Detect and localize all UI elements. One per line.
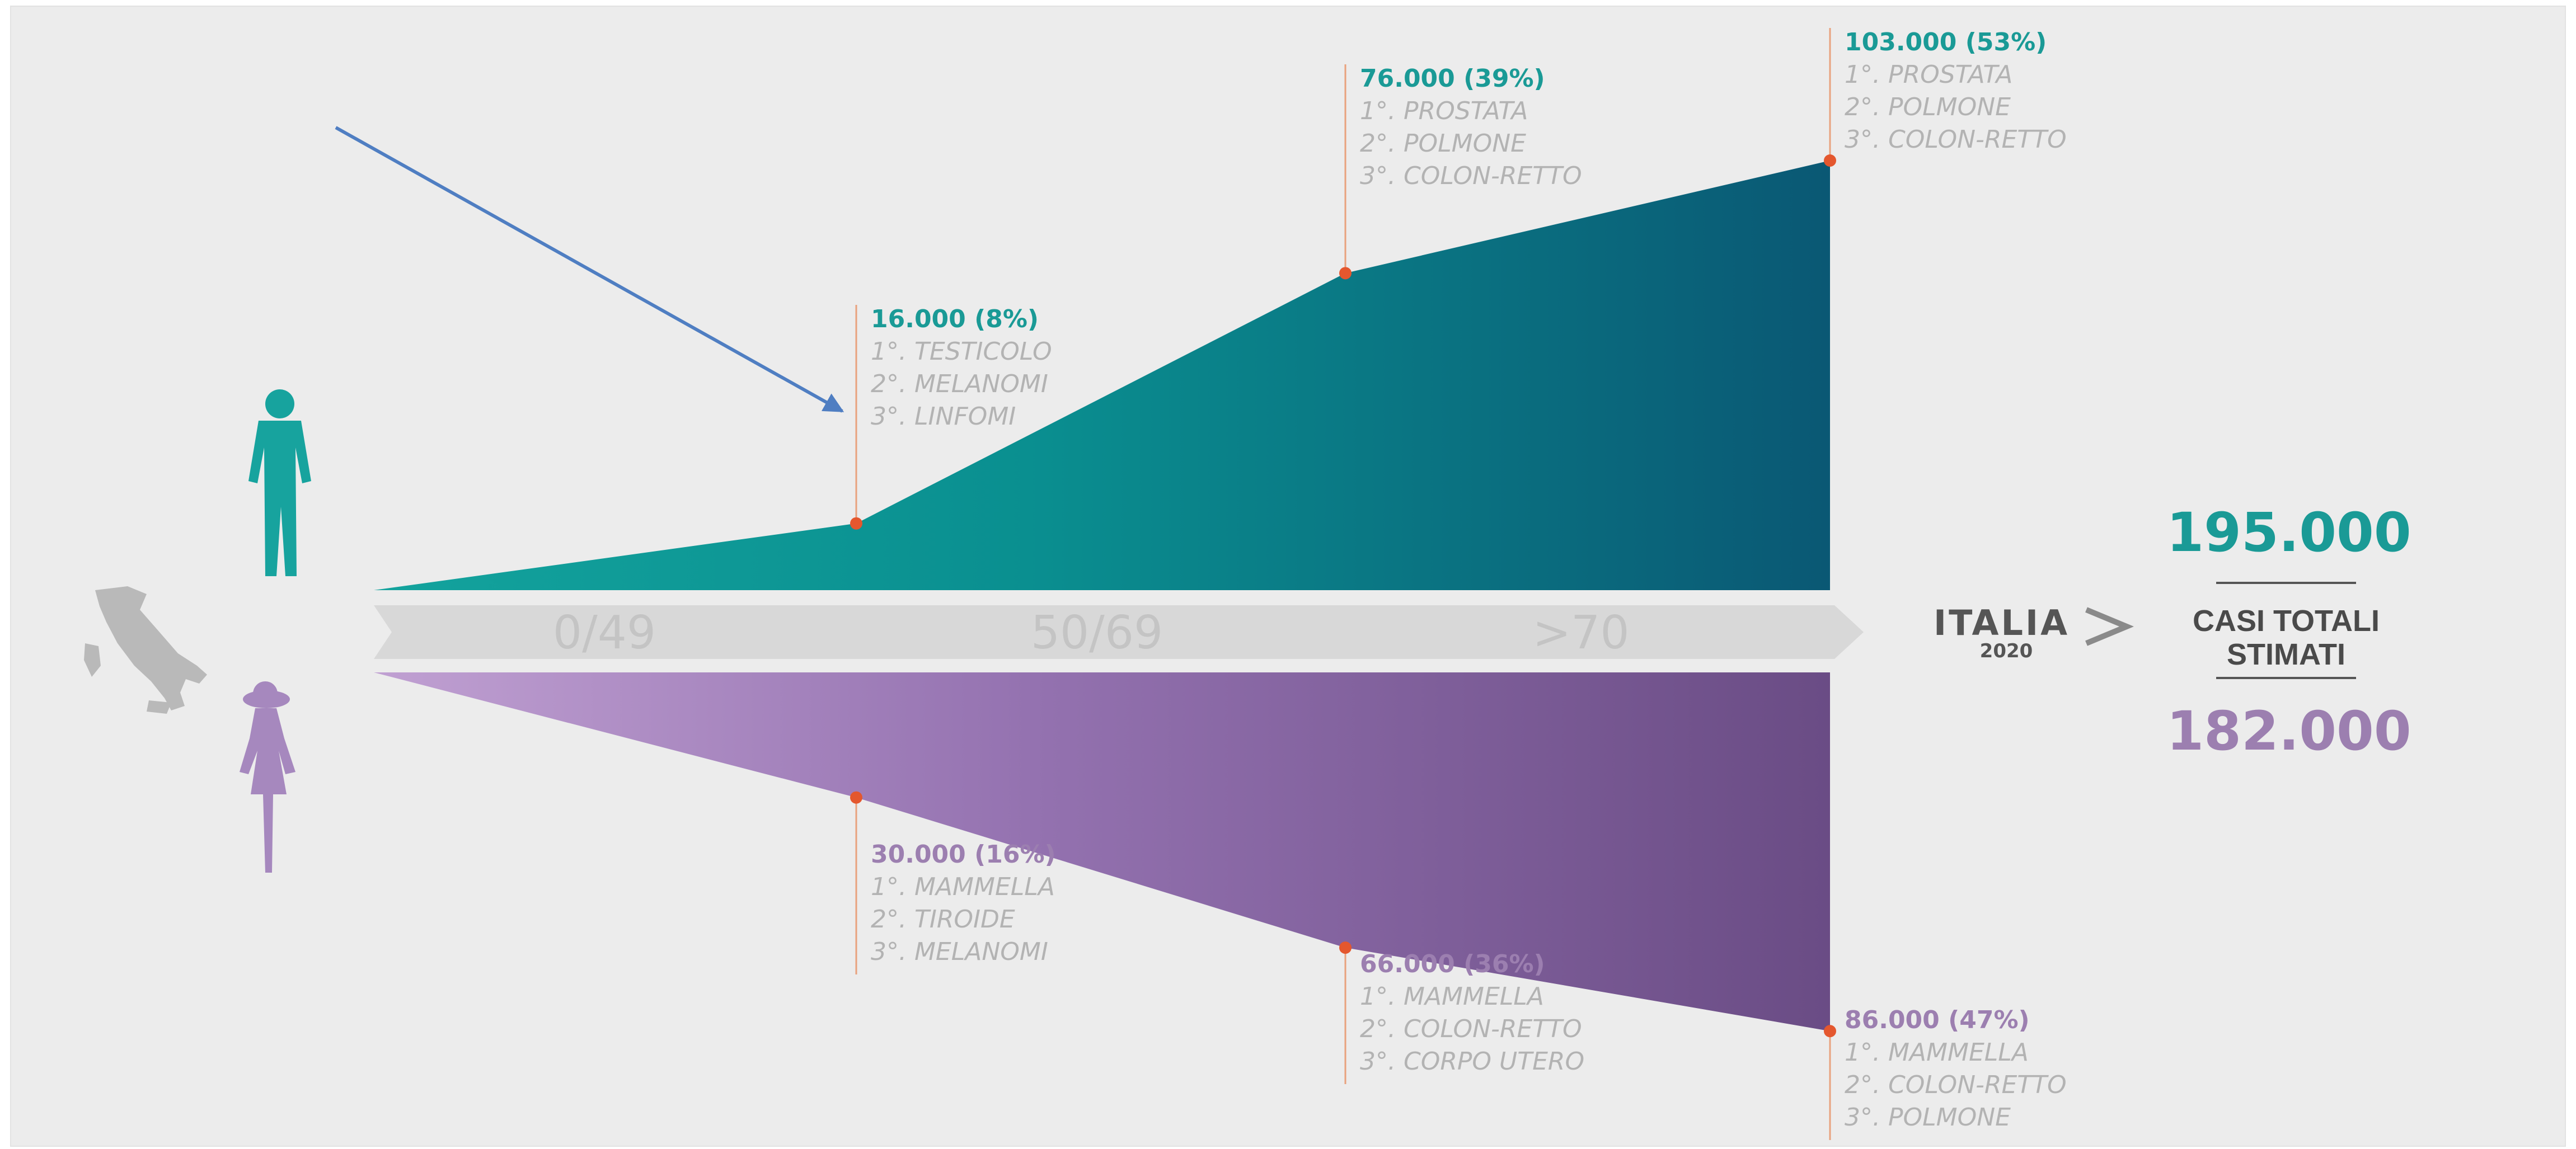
male-figure-icon [248, 389, 311, 576]
female-data-point [1339, 941, 1352, 954]
female-rank-label: 3°. MELANOMI [871, 938, 1048, 966]
male-value-label: 103.000 (53%) [1845, 28, 2047, 56]
age-tick-label: 50/69 [1031, 606, 1163, 660]
italy-map-icon [84, 586, 207, 714]
totals-label-line1: CASI TOTALI [2193, 604, 2380, 638]
male-value-label: 16.000 (8%) [871, 305, 1039, 333]
totals-label-line2: STIMATI [2227, 638, 2345, 671]
female-value-label: 30.000 (16%) [871, 840, 1056, 869]
male-data-point [1339, 267, 1352, 280]
total-female-value: 182.000 [2166, 700, 2411, 762]
female-rank-label: 3°. CORPO UTERO [1360, 1047, 1584, 1076]
year-label: 2020 [1980, 640, 2033, 662]
female-rank-label: 2°. COLON-RETTO [1360, 1015, 1582, 1043]
male-rank-label: 3°. COLON-RETTO [1845, 125, 2067, 154]
male-rank-label: 2°. MELANOMI [871, 370, 1048, 398]
male-data-point [1824, 154, 1836, 167]
male-rank-label: 2°. POLMONE [1360, 129, 1526, 158]
female-data-point [1824, 1025, 1836, 1038]
female-data-point [850, 791, 862, 804]
female-rank-label: 1°. MAMMELLA [871, 873, 1055, 901]
male-data-point [850, 517, 862, 530]
female-rank-label: 2°. TIROIDE [871, 905, 1015, 934]
age-tick-label: 0/49 [553, 606, 656, 660]
female-value-label: 66.000 (36%) [1360, 950, 1545, 978]
female-value-label: 86.000 (47%) [1845, 1006, 2030, 1034]
annotation-arrow [335, 126, 844, 413]
female-area-series [374, 672, 1830, 1032]
male-rank-label: 3°. COLON-RETTO [1360, 162, 1582, 190]
male-rank-label: 1°. PROSTATA [1360, 97, 1528, 125]
male-rank-label: 2°. POLMONE [1845, 93, 2011, 121]
chevron-right-icon [2085, 607, 2134, 646]
female-rank-label: 1°. MAMMELLA [1360, 982, 1544, 1011]
female-rank-label: 2°. COLON-RETTO [1845, 1071, 2067, 1099]
male-value-label: 76.000 (39%) [1360, 64, 1545, 93]
country-label: ITALIA [1934, 602, 2070, 643]
age-band [374, 605, 1864, 659]
female-figure-icon [240, 681, 295, 873]
male-rank-label: 1°. TESTICOLO [871, 337, 1052, 366]
age-label-group: 0/49 50/69 >70 [553, 606, 1630, 660]
female-rank-label: 3°. POLMONE [1845, 1103, 2011, 1132]
male-rank-label: 1°. PROSTATA [1845, 60, 2012, 89]
age-tick-label: >70 [1532, 606, 1629, 660]
male-rank-label: 3°. LINFOMI [871, 402, 1016, 431]
male-area-series [374, 161, 1830, 590]
total-male-value: 195.000 [2166, 501, 2411, 564]
female-rank-label: 1°. MAMMELLA [1845, 1038, 2029, 1067]
